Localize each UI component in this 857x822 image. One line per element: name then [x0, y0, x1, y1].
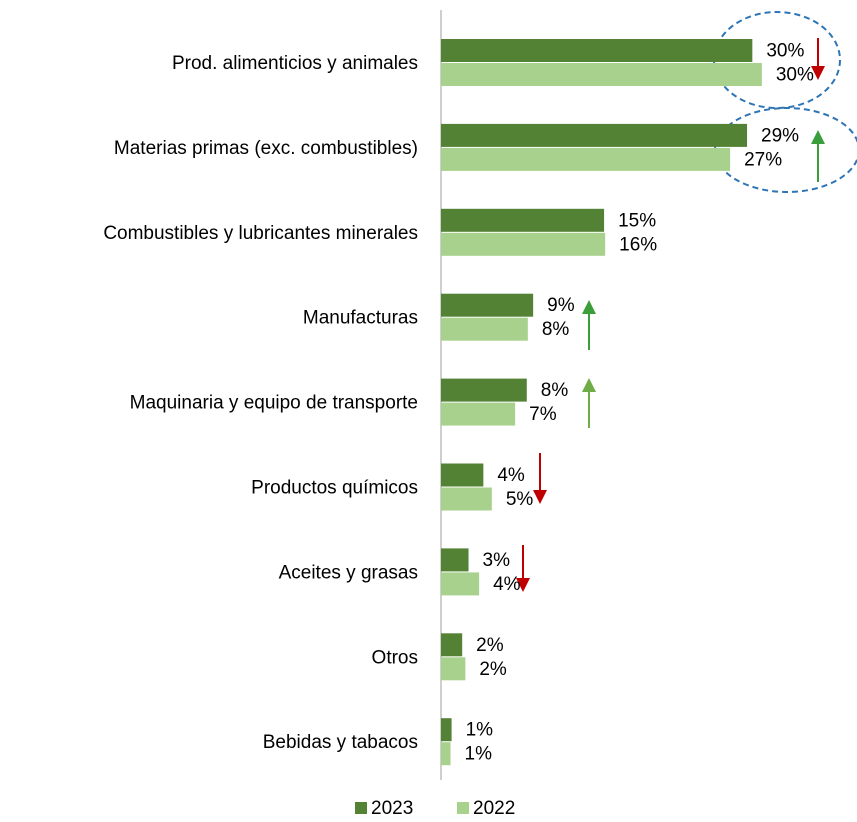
- category-label: Otros: [372, 647, 418, 668]
- highlight-ellipse: [714, 107, 857, 193]
- bar: [441, 147, 731, 171]
- category-label: Bebidas y tabacos: [263, 732, 418, 753]
- value-label: 2%: [476, 635, 504, 656]
- category-label: Aceites y grasas: [279, 562, 418, 583]
- bar: [441, 718, 452, 742]
- bar: [441, 572, 480, 596]
- category-label: Manufacturas: [303, 308, 418, 329]
- arrows: [516, 38, 825, 592]
- value-label: 1%: [465, 744, 493, 765]
- bar: [441, 742, 451, 766]
- bar: [441, 123, 748, 147]
- value-label: 7%: [529, 404, 557, 425]
- legend-swatch: [355, 802, 367, 814]
- legend-swatch: [457, 802, 469, 814]
- value-label: 15%: [618, 210, 656, 231]
- bar: [441, 548, 469, 572]
- arrow-head: [811, 66, 825, 80]
- bar: [441, 487, 492, 511]
- legend-label: 2023: [371, 798, 413, 819]
- bar: [441, 317, 528, 341]
- category-label: Combustibles y lubricantes minerales: [103, 223, 418, 244]
- arrow-head: [582, 378, 596, 392]
- value-label: 30%: [766, 41, 804, 62]
- bar: [441, 633, 463, 657]
- legend-label: 2022: [473, 798, 515, 819]
- bar: [441, 402, 516, 426]
- value-label: 29%: [761, 125, 799, 146]
- bar: [441, 63, 762, 86]
- value-label: 8%: [541, 380, 569, 401]
- value-label: 27%: [744, 149, 782, 170]
- value-label: 3%: [483, 550, 511, 571]
- value-label: 30%: [776, 65, 814, 86]
- value-label: 2%: [479, 659, 507, 680]
- value-label: 1%: [466, 720, 494, 741]
- bar: [441, 463, 484, 487]
- bar: [441, 378, 527, 402]
- value-label: 8%: [542, 319, 570, 340]
- category-label: Maquinaria y equipo de transporte: [130, 393, 418, 414]
- arrow-head: [582, 300, 596, 314]
- category-label: Prod. alimenticios y animales: [172, 53, 418, 74]
- arrow-head: [811, 130, 825, 144]
- bar: [441, 657, 466, 681]
- value-label: 4%: [493, 574, 521, 595]
- value-label: 9%: [547, 295, 575, 316]
- value-label: 16%: [619, 234, 657, 255]
- arrow-head: [533, 490, 547, 504]
- bar: [441, 39, 753, 62]
- bar: [441, 293, 534, 317]
- category-label: Productos químicos: [251, 478, 418, 499]
- value-label: 5%: [506, 489, 534, 510]
- bar: [441, 232, 606, 256]
- arrow-head: [516, 578, 530, 592]
- category-label: Materias primas (exc. combustibles): [114, 138, 418, 159]
- value-label: 4%: [497, 465, 525, 486]
- bar: [441, 208, 605, 232]
